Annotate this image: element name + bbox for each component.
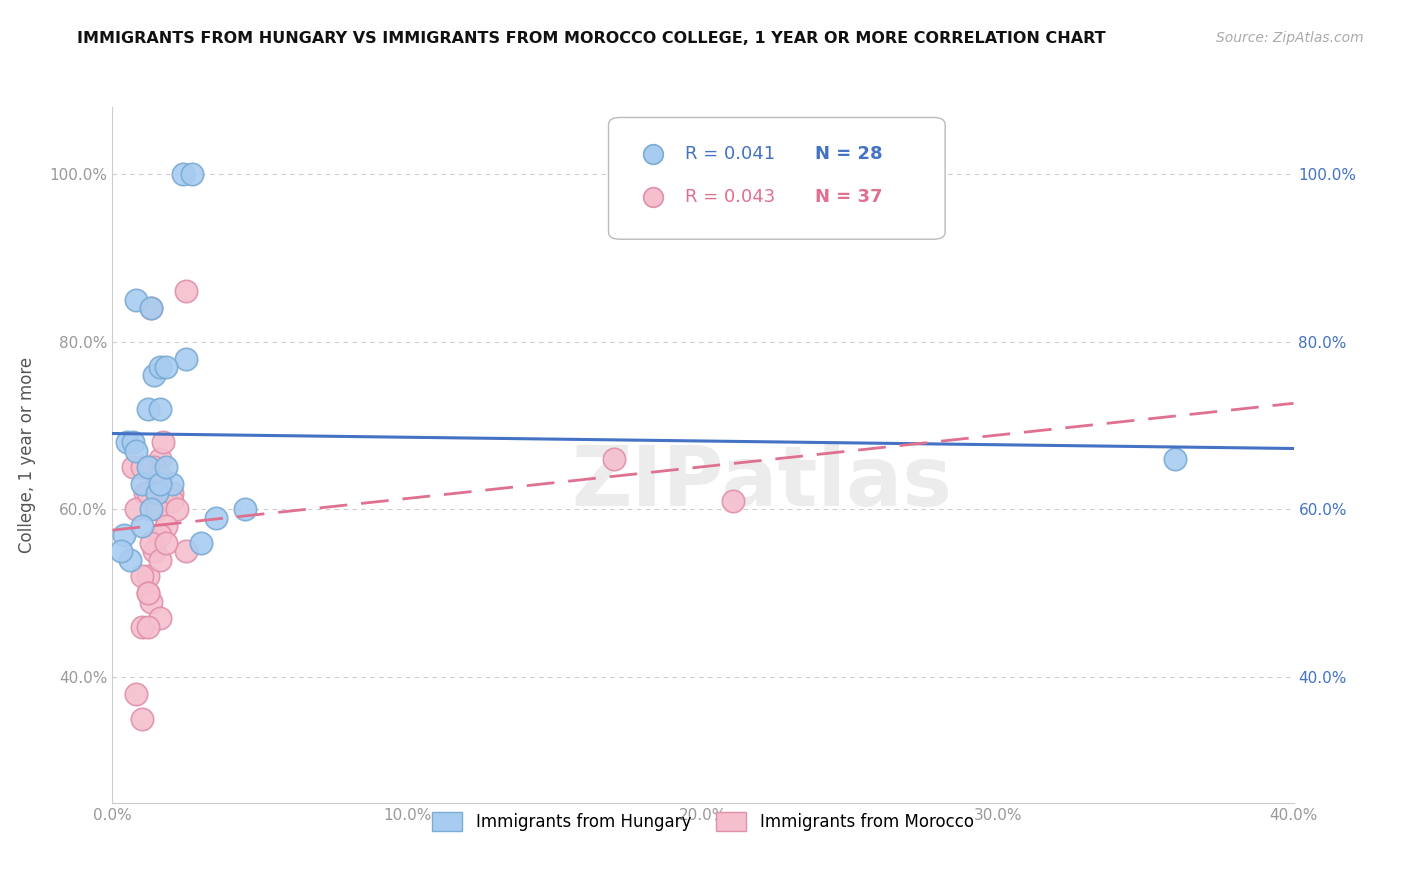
Point [125, 502, 148, 516]
Point [149, 452, 172, 467]
Text: ZIPatlas: ZIPatlas [572, 442, 952, 524]
Legend: Immigrants from Hungary, Immigrants from Morocco: Immigrants from Hungary, Immigrants from… [425, 804, 981, 839]
Point [136, 485, 159, 500]
Point [136, 620, 159, 634]
Point [136, 460, 159, 475]
Point [233, 502, 256, 516]
Point [149, 611, 172, 625]
Point [155, 536, 177, 550]
Point [174, 351, 197, 366]
Point [1164, 452, 1187, 467]
Point [134, 485, 156, 500]
Text: R = 0.041: R = 0.041 [685, 145, 776, 162]
Point [160, 485, 183, 500]
Text: Source: ZipAtlas.com: Source: ZipAtlas.com [1216, 31, 1364, 45]
FancyBboxPatch shape [609, 118, 945, 239]
Point [155, 460, 177, 475]
Point [125, 443, 148, 458]
Point [149, 477, 172, 491]
Point [125, 687, 148, 701]
Point [146, 485, 169, 500]
Point [131, 477, 153, 491]
Point [190, 536, 212, 550]
Point [142, 368, 165, 383]
Point [149, 527, 172, 541]
Point [125, 293, 148, 307]
Y-axis label: College, 1 year or more: College, 1 year or more [18, 357, 35, 553]
Point [149, 401, 172, 416]
Point [136, 569, 159, 583]
Point [131, 460, 153, 475]
Point [112, 527, 135, 541]
Point [181, 167, 204, 181]
Point [146, 502, 169, 516]
Text: R = 0.043: R = 0.043 [685, 188, 776, 206]
Point [131, 569, 153, 583]
Point [139, 301, 162, 316]
Point [155, 494, 177, 508]
Point [146, 477, 169, 491]
Point [172, 167, 194, 181]
Point [152, 435, 174, 450]
Point [139, 301, 162, 316]
Point [155, 359, 177, 374]
Point [149, 359, 172, 374]
Point [120, 552, 142, 566]
Point [174, 285, 197, 299]
Point [603, 452, 626, 467]
Point [205, 510, 228, 524]
Point [131, 712, 153, 726]
Point [136, 401, 159, 416]
Point [131, 620, 153, 634]
Point [142, 544, 165, 558]
Point [149, 468, 172, 483]
Point [110, 544, 132, 558]
Text: N = 37: N = 37 [815, 188, 883, 206]
Point [721, 494, 744, 508]
Point [160, 477, 183, 491]
Point [136, 586, 159, 600]
Point [136, 586, 159, 600]
Point [142, 460, 165, 475]
Point [117, 435, 138, 450]
Point [122, 460, 145, 475]
Text: N = 28: N = 28 [815, 145, 883, 162]
Point [139, 536, 162, 550]
Point [155, 519, 177, 533]
Point [174, 544, 197, 558]
Point [166, 502, 188, 516]
Point [139, 502, 162, 516]
Point [160, 494, 183, 508]
Text: IMMIGRANTS FROM HUNGARY VS IMMIGRANTS FROM MOROCCO COLLEGE, 1 YEAR OR MORE CORRE: IMMIGRANTS FROM HUNGARY VS IMMIGRANTS FR… [77, 31, 1107, 46]
Point [122, 435, 145, 450]
Point [131, 519, 153, 533]
Point [139, 594, 162, 608]
Point [136, 460, 159, 475]
Point [149, 552, 172, 566]
